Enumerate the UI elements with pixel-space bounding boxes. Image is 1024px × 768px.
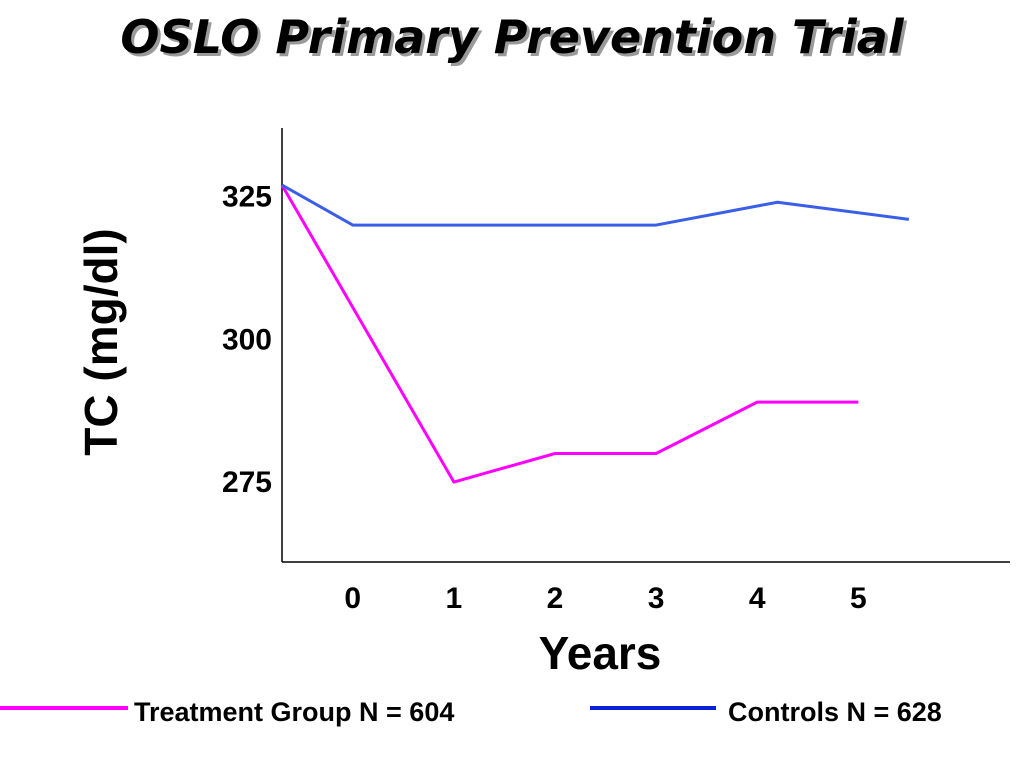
series-line-controls bbox=[281, 183, 910, 227]
x-tick-label: 2 bbox=[547, 582, 564, 615]
y-tick-label: 300 bbox=[222, 323, 272, 356]
y-tick-label: 325 bbox=[222, 181, 272, 214]
x-tick-label: 1 bbox=[446, 582, 463, 615]
x-tick-label: 4 bbox=[749, 582, 766, 615]
y-tick-labels: 325 300 275 bbox=[222, 181, 272, 500]
y-axis-title: TC (mg/dl) bbox=[75, 228, 127, 455]
x-axis-title: Years bbox=[539, 627, 662, 679]
x-tick-label: 3 bbox=[648, 582, 665, 615]
x-tick-labels: 0 1 2 3 4 5 bbox=[344, 582, 866, 615]
legend-label-treatment: Treatment Group N = 604 bbox=[134, 697, 454, 727]
y-tick-label: 275 bbox=[222, 466, 272, 499]
legend-label-controls: Controls N = 628 bbox=[728, 697, 942, 727]
x-tick-label: 0 bbox=[344, 582, 361, 615]
series-lines bbox=[280, 183, 910, 484]
legend: Treatment Group N = 604 Controls N = 628 bbox=[0, 697, 942, 727]
axes bbox=[281, 128, 1010, 563]
series-line-treatment bbox=[280, 184, 859, 484]
x-tick-label: 5 bbox=[850, 582, 867, 615]
chart-title: OSLO Primary Prevention Trial bbox=[120, 10, 904, 64]
